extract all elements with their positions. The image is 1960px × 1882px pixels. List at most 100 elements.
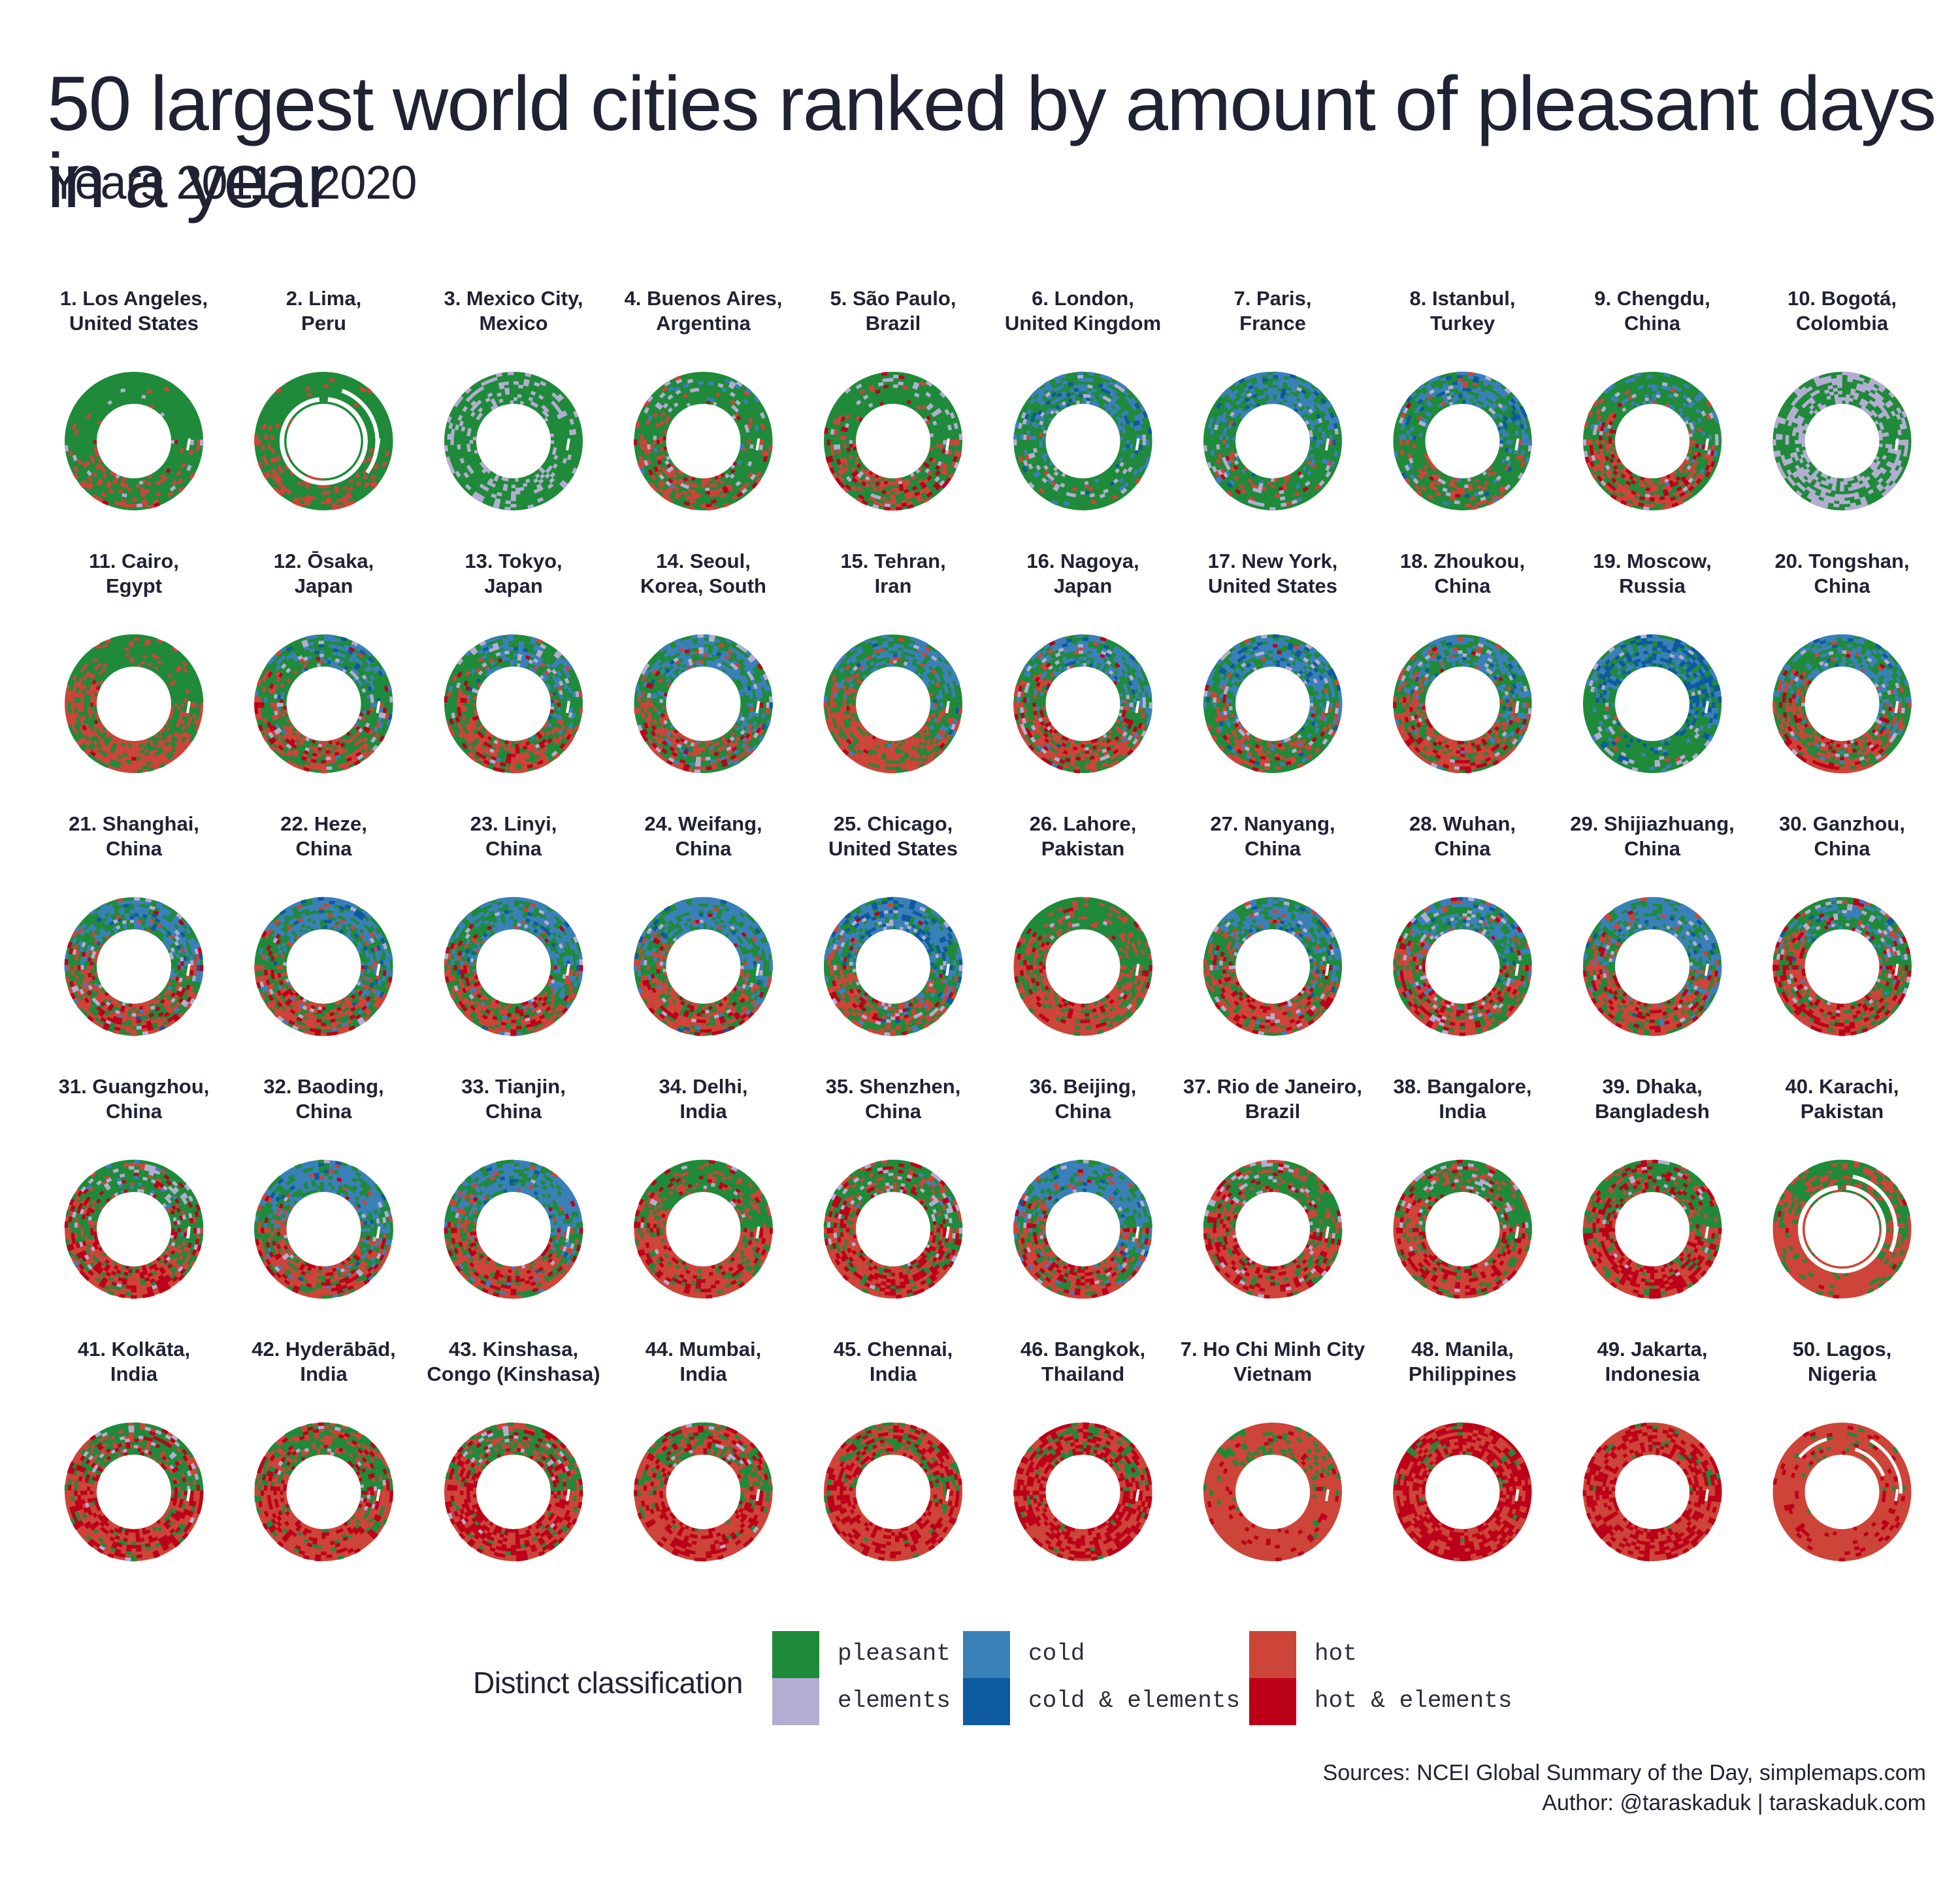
- city-50-gap-mark: [1894, 1489, 1899, 1502]
- city-20-city-label-line2: China: [1814, 574, 1870, 597]
- city-17-days-hot-elements: [1277, 650, 1282, 655]
- city-29-days-cold-elements: [1652, 925, 1691, 957]
- city-34-days-elements: [654, 1249, 660, 1255]
- city-1-base-ring: [65, 372, 203, 510]
- city-4-base-ring: [634, 372, 773, 510]
- city-21-gap-mark: [186, 963, 191, 976]
- city-30-days-cold: [1806, 919, 1889, 959]
- city-29-days-cold-elements: [1617, 927, 1623, 933]
- city-12-days-hot-elements: [257, 685, 389, 745]
- city-11-days-hot-elements: [95, 685, 101, 691]
- city-12-days-cold: [323, 637, 381, 672]
- city-31-days-elements: [103, 1176, 187, 1220]
- city-42-days-hot-elements: [270, 1450, 376, 1545]
- city-26-days-hot-elements: [1039, 935, 1117, 1008]
- city-23-days-cold-elements: [576, 965, 580, 971]
- city-49-days-pleasant: [1665, 1440, 1693, 1460]
- city-48-gap-mark: [1514, 1489, 1520, 1502]
- city-46-donut: 46. Bangkok,Thailand: [1013, 1338, 1152, 1561]
- city-19-days-hot: [1674, 757, 1681, 763]
- city-14-days-cold-elements: [650, 678, 656, 685]
- city-14-days-elements: [695, 759, 701, 764]
- city-21-city-label-line1: 21. Shanghai,: [69, 812, 199, 835]
- city-15-city-label-line2: Iran: [875, 574, 912, 597]
- city-12-city-label-line1: 12. Ōsaka,: [274, 550, 374, 572]
- city-37-gap-mark: [1325, 1226, 1330, 1239]
- city-40-days-pleasant: [1806, 1188, 1883, 1257]
- city-11-donut: 11. Cairo,Egypt: [65, 550, 204, 774]
- city-1-gap-mark: [186, 438, 191, 451]
- city-13-days-cold-elements: [482, 646, 489, 652]
- city-48-city-label-line2: Philippines: [1409, 1362, 1516, 1385]
- city-1-days-hot-elements: [93, 440, 97, 444]
- city-33-days-hot-elements: [453, 1227, 554, 1289]
- city-6-days-cold: [1026, 384, 1140, 484]
- city-43-donut: 43. Kinshasa,Congo (Kinshasa): [427, 1338, 600, 1562]
- city-32-days-cold-elements: [280, 1176, 320, 1200]
- city-36-city-label-line1: 36. Beijing,: [1030, 1075, 1137, 1098]
- chart-title: 50 largest world cities ranked by amount…: [47, 61, 1936, 224]
- city-29-days-cold-elements: [1585, 941, 1591, 949]
- city-43-days-elements: [448, 1512, 453, 1520]
- city-32-days-hot-elements: [304, 1195, 351, 1270]
- city-29-days-cold-elements: [1709, 949, 1714, 955]
- legend-swatch-elements: [772, 1678, 819, 1725]
- city-33-gap-mark: [566, 1226, 570, 1239]
- city-19-days-hot: [1613, 715, 1625, 732]
- city-4-days-cold: [667, 386, 674, 392]
- city-30-days-hot-elements: [1788, 931, 1896, 1020]
- city-10-gap-mark: [1894, 438, 1899, 451]
- city-9-donut: 9. Chengdu,China: [1582, 287, 1722, 511]
- city-6-days-elements: [1017, 374, 1128, 495]
- city-30-days-cold: [1816, 903, 1905, 961]
- city-50-donut: 50. Lagos,Nigeria: [1772, 1338, 1912, 1562]
- city-32-days-hot-elements: [283, 1245, 359, 1272]
- city-7-days-cold-elements: [1280, 395, 1285, 399]
- city-34-days-elements: [703, 1185, 746, 1219]
- city-33-days-hot-elements: [493, 1275, 534, 1283]
- city-28-days-elements: [1467, 1009, 1473, 1014]
- city-17-days-hot-elements: [1222, 694, 1227, 703]
- chart-subtitle: Years 2011 - 2020: [48, 157, 417, 209]
- city-3-donut: 3. Mexico City,Mexico: [444, 287, 583, 511]
- city-43-days-pleasant: [485, 1447, 558, 1535]
- city-1-days-elements: [136, 503, 143, 508]
- city-17-donut: 17. New York,United States: [1203, 550, 1343, 773]
- city-13-days-hot-elements: [463, 655, 547, 754]
- city-14-days-cold-elements: [769, 702, 773, 709]
- city-45-donut: 45. Chennai,India: [823, 1338, 962, 1561]
- city-40-city-label-line1: 40. Karachi,: [1785, 1075, 1899, 1098]
- city-39-city-label-line1: 39. Dhaka,: [1602, 1075, 1702, 1098]
- city-33-donut: 33. Tianjin,China: [444, 1075, 583, 1299]
- city-7-days-cold-elements: [1281, 388, 1321, 420]
- city-14-city-label-line2: Korea, South: [640, 574, 766, 597]
- city-8-days-hot-elements: [1455, 493, 1460, 498]
- city-5-gap-mark: [945, 438, 950, 451]
- city-25-days-cold-elements: [847, 923, 932, 1012]
- city-8-donut: 8. Istanbul,Turkey: [1393, 287, 1532, 510]
- city-27-donut: 27. Nanyang,China: [1203, 812, 1342, 1036]
- city-20-days-cold-elements: [1835, 663, 1839, 667]
- legend: Distinct classification pleasant element…: [473, 1631, 1518, 1729]
- city-1-days-elements: [139, 480, 144, 485]
- city-13-gap-mark: [566, 701, 570, 714]
- city-24-days-elements: [662, 937, 744, 973]
- city-28-days-cold-elements: [1446, 919, 1467, 926]
- city-26-days-elements: [1049, 914, 1071, 928]
- city-19-city-label-line2: Russia: [1619, 574, 1686, 597]
- city-30-days-cold: [1830, 897, 1882, 912]
- city-31-city-label-line1: 31. Guangzhou,: [59, 1075, 210, 1098]
- city-15-city-label-line1: 15. Tehran,: [840, 550, 945, 572]
- city-21-days-elements: [71, 948, 199, 1008]
- legend-label-hot: hot: [1315, 1640, 1357, 1667]
- city-15-days-hot-elements: [862, 748, 869, 755]
- city-42-days-elements: [327, 1448, 332, 1452]
- city-47-gap-mark: [1325, 1489, 1330, 1502]
- city-41-city-label-line2: India: [110, 1362, 158, 1385]
- city-36-days-elements: [1105, 1236, 1136, 1277]
- city-14-gap-mark: [755, 701, 760, 714]
- city-35-days-cold: [939, 1200, 945, 1206]
- city-13-days-cold: [470, 650, 562, 682]
- city-16-days-cold-elements: [1066, 637, 1089, 643]
- city-2-city-label-line2: Peru: [301, 312, 346, 335]
